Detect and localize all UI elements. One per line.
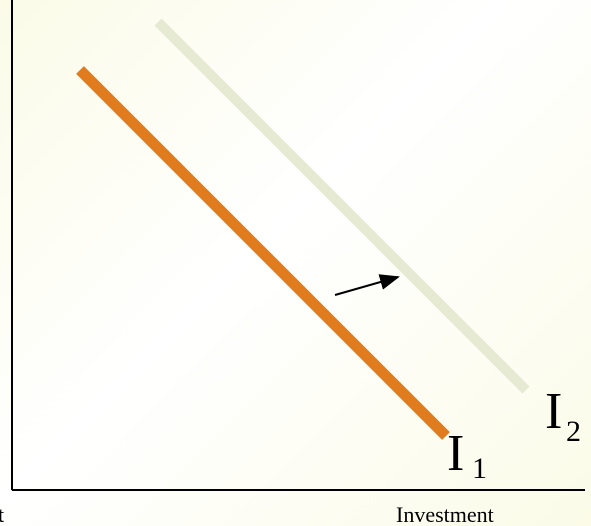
shift-arrow <box>334 274 400 296</box>
label-i2-main: I <box>545 383 562 440</box>
y-axis-label-fragment: t <box>0 502 4 526</box>
label-i2-sub: 2 <box>566 415 581 448</box>
label-i1-sub: 1 <box>472 452 487 485</box>
x-axis-label: Investment <box>396 502 494 526</box>
label-i1: I 1 <box>447 425 487 485</box>
label-i1-main: I <box>447 425 464 482</box>
label-i2: I 2 <box>545 383 581 448</box>
curve-i1 <box>76 66 450 440</box>
curve-i2 <box>154 18 530 394</box>
